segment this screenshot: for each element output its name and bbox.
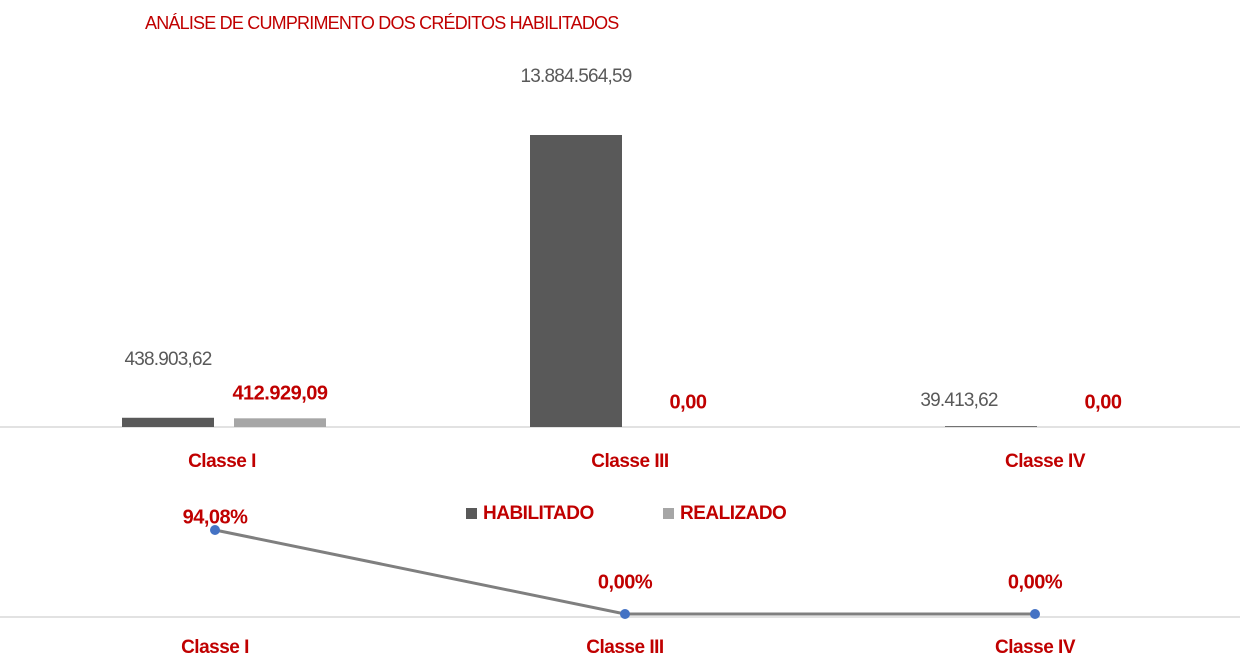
chart-title: ANÁLISE DE CUMPRIMENTO DOS CRÉDITOS HABI…: [145, 13, 619, 33]
data-label: 13.884.564,59: [520, 66, 631, 87]
x-tick-label: Classe IV: [1005, 451, 1086, 472]
data-label: 39.413,62: [920, 390, 998, 411]
x-tick-label: Classe III: [591, 451, 669, 472]
x-tick-label: Classe I: [188, 451, 256, 472]
data-label: 94,08%: [183, 506, 249, 528]
marker: [210, 525, 220, 535]
legend-label: REALIZADO: [680, 503, 786, 524]
marker: [620, 609, 630, 619]
bar: [530, 135, 622, 427]
bar: [122, 417, 214, 427]
x-tick-label: Classe III: [586, 637, 664, 658]
legend-swatch: [663, 508, 674, 519]
data-label: 0,00%: [1008, 571, 1063, 593]
data-label: 412.929,09: [232, 383, 327, 405]
bar: [945, 426, 1037, 427]
data-label: 0,00: [670, 391, 707, 413]
bar: [234, 418, 326, 427]
legend-swatch: [466, 508, 477, 519]
marker: [1030, 609, 1040, 619]
data-label: 0,00: [1085, 391, 1122, 413]
x-tick-label: Classe I: [181, 637, 249, 658]
x-tick-label: Classe IV: [995, 637, 1076, 658]
legend-label: HABILITADO: [483, 503, 594, 524]
data-label: 0,00%: [598, 571, 653, 593]
data-label: 438.903,62: [124, 349, 211, 370]
